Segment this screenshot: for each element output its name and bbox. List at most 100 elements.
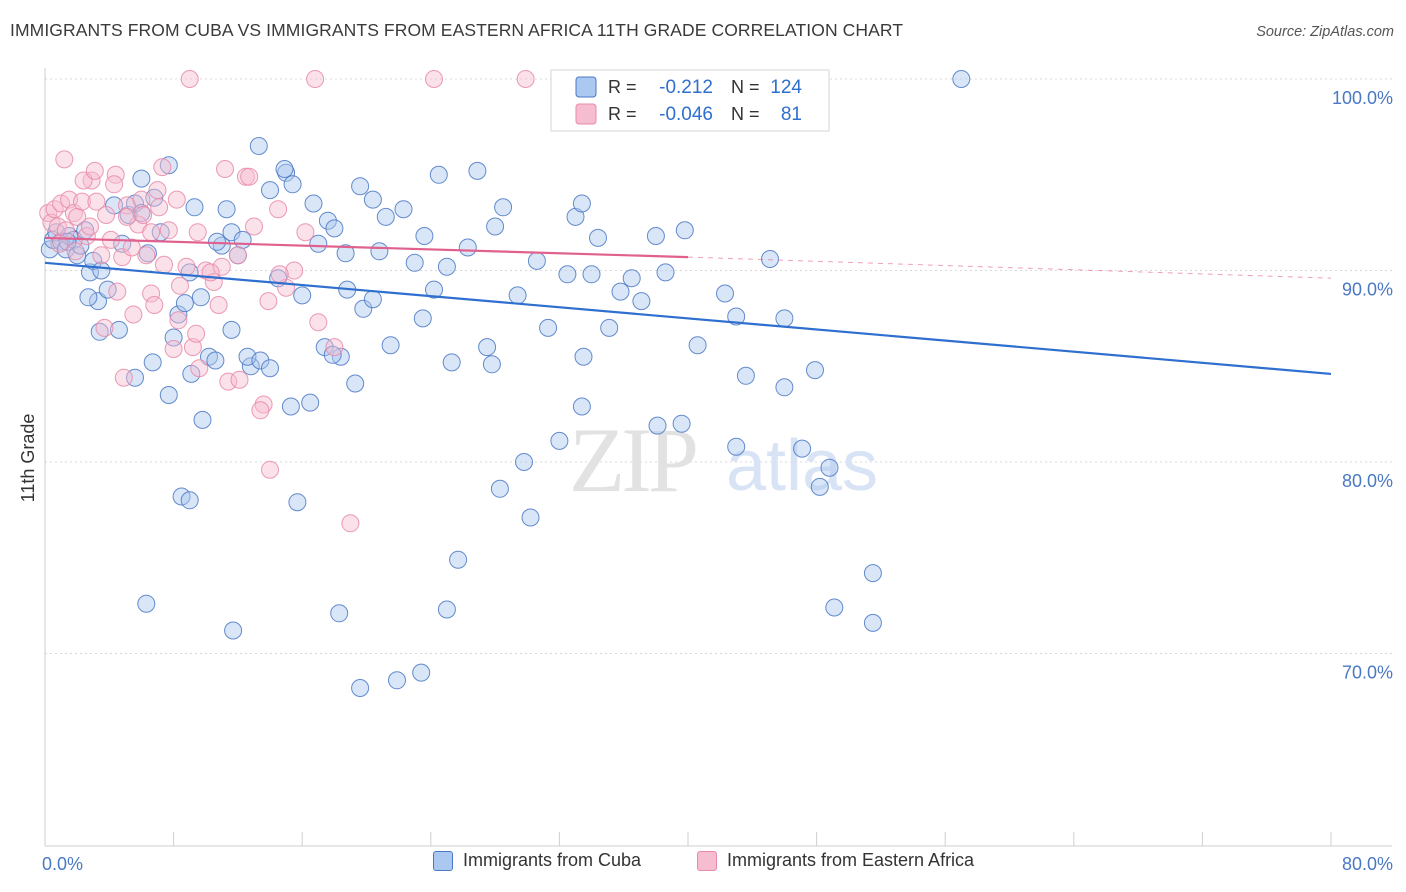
legend-n-label-2: N = (731, 104, 760, 124)
point-cuba (820, 458, 839, 477)
y-tick-label: 70.0% (1342, 663, 1393, 683)
point-cuba (193, 410, 212, 429)
point-cuba (539, 318, 558, 337)
point-eastern-africa (325, 338, 344, 357)
point-cuba (810, 477, 829, 496)
point-eastern-africa (425, 70, 443, 88)
x-tick-label-max: 80.0% (1342, 854, 1393, 874)
point-cuba (180, 491, 199, 510)
point-eastern-africa (124, 305, 143, 324)
point-cuba (224, 621, 243, 640)
point-eastern-africa (142, 223, 161, 242)
point-eastern-africa (216, 160, 234, 178)
chart-title: IMMIGRANTS FROM CUBA VS IMMIGRANTS FROM … (10, 20, 904, 40)
point-cuba (572, 397, 591, 416)
trend-line-eastern-africa-extension (687, 256, 1332, 279)
point-cuba (646, 227, 665, 245)
point-cuba (222, 320, 241, 339)
point-eastern-africa (159, 221, 178, 240)
point-cuba (293, 286, 312, 305)
point-cuba (249, 137, 268, 155)
point-cuba (806, 361, 824, 380)
trend-lines (44, 236, 1332, 376)
point-cuba (442, 353, 461, 372)
point-cuba (261, 359, 279, 378)
point-eastern-africa (230, 370, 249, 389)
point-eastern-africa (105, 175, 124, 194)
point-cuba (622, 269, 641, 288)
point-eastern-africa (106, 165, 125, 184)
point-cuba (449, 550, 468, 569)
legend-item-eastern-africa[interactable]: Immigrants from Eastern Africa (697, 850, 974, 871)
point-cuba (515, 453, 533, 471)
legend-label-eastern-africa: Immigrants from Eastern Africa (727, 850, 975, 870)
watermark-atlas: atlas (726, 426, 878, 506)
point-cuba (301, 393, 320, 412)
point-eastern-africa (212, 257, 231, 276)
point-cuba (376, 207, 395, 226)
point-cuba (79, 288, 98, 307)
point-cuba (370, 242, 389, 261)
point-cuba (863, 564, 882, 583)
point-eastern-africa (55, 150, 74, 169)
point-cuba (206, 351, 225, 370)
trend-line-cuba (44, 261, 1332, 376)
point-cuba (217, 200, 236, 219)
point-eastern-africa (142, 284, 161, 303)
point-cuba (863, 613, 882, 632)
point-cuba (736, 366, 755, 385)
point-cuba (468, 161, 487, 180)
point-cuba (478, 338, 497, 357)
point-cuba (405, 253, 424, 272)
point-eastern-africa (209, 296, 228, 314)
point-eastern-africa (66, 242, 85, 261)
legend-r-label-2: R = (608, 104, 637, 124)
point-cuba (309, 234, 328, 253)
point-cuba (611, 282, 630, 301)
point-eastern-africa (167, 190, 186, 209)
point-cuba (233, 230, 252, 249)
point-cuba (191, 288, 210, 307)
point-cuba (600, 318, 619, 337)
point-cuba (775, 309, 794, 328)
point-cuba (425, 280, 443, 299)
point-cuba (574, 347, 593, 366)
point-cuba (325, 219, 344, 238)
point-cuba (330, 604, 349, 623)
point-cuba (527, 251, 546, 270)
point-eastern-africa (169, 311, 188, 330)
point-eastern-africa (132, 190, 151, 209)
point-cuba (952, 70, 971, 88)
point-cuba (346, 374, 365, 393)
legend-label-cuba: Immigrants from Cuba (463, 850, 642, 870)
watermark-zip: ZIP (569, 409, 696, 511)
point-cuba (288, 493, 307, 512)
point-cuba (394, 200, 413, 219)
point-eastern-africa (270, 265, 289, 284)
legend-item-cuba[interactable]: Immigrants from Cuba (433, 850, 641, 871)
point-eastern-africa (254, 395, 273, 414)
point-cuba (413, 309, 432, 328)
y-tick-label: 80.0% (1342, 471, 1393, 491)
point-eastern-africa (155, 255, 173, 274)
point-cuba (521, 508, 540, 527)
point-eastern-africa (245, 217, 263, 236)
point-eastern-africa (92, 246, 111, 265)
legend-swatch-eastern-africa-bottom (697, 850, 717, 871)
data-points (39, 70, 971, 697)
point-cuba (354, 299, 373, 318)
point-cuba (437, 257, 456, 276)
point-cuba (825, 598, 844, 617)
point-cuba (159, 386, 178, 404)
point-eastern-africa (219, 372, 238, 391)
point-eastern-africa (228, 246, 247, 265)
legend-n-label-1: N = (731, 77, 760, 97)
point-eastern-africa (81, 217, 99, 236)
point-eastern-africa (177, 257, 196, 276)
point-eastern-africa (171, 276, 189, 295)
point-cuba (251, 351, 270, 370)
point-cuba (558, 265, 577, 284)
point-eastern-africa (164, 340, 183, 358)
point-eastern-africa (190, 359, 209, 378)
